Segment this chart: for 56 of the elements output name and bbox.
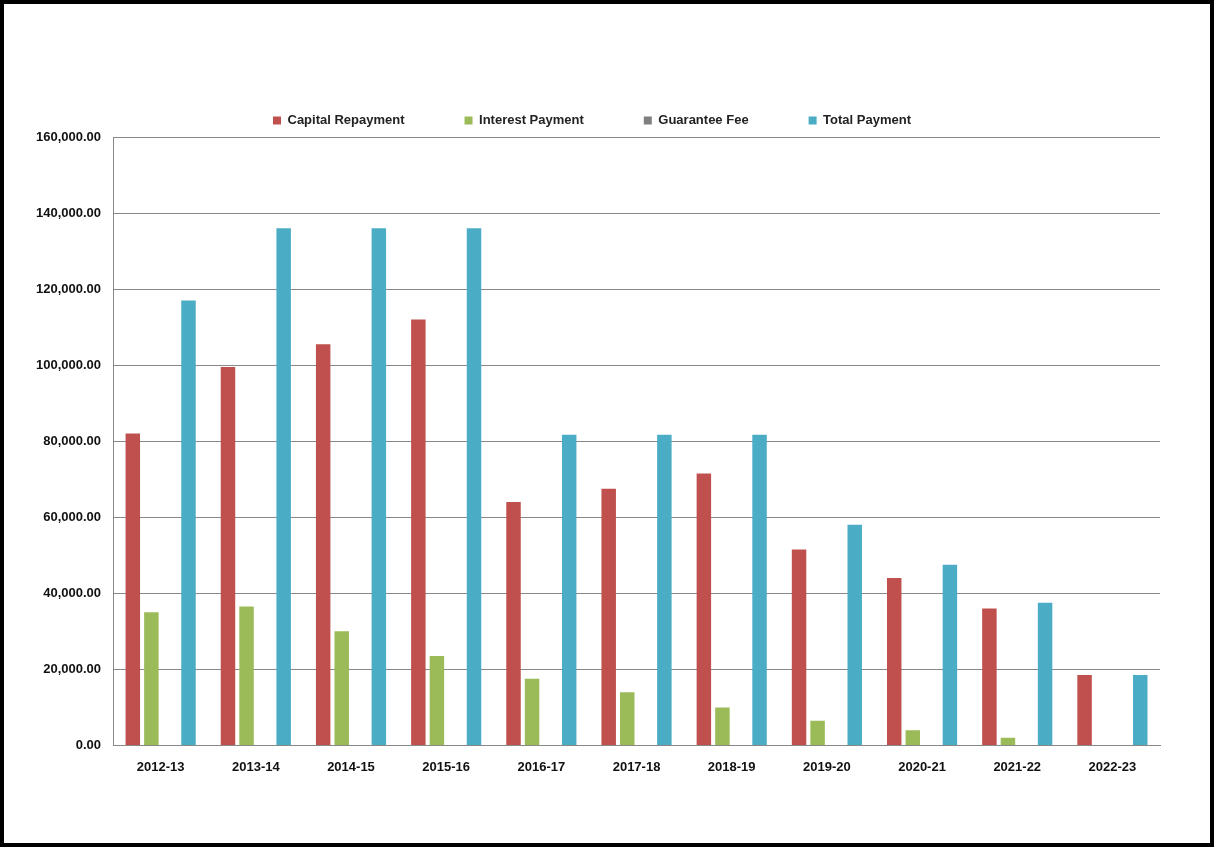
x-tick-label: 2018-19 [707,758,756,774]
bar [752,434,767,745]
bar [715,707,730,745]
x-tick-label: 2017-18 [612,758,661,774]
bar [1133,675,1148,745]
bar [220,367,236,745]
x-tick-label: 2012-13 [136,758,185,774]
y-tick-label: 80,000.00 [43,432,102,448]
bar [429,656,445,745]
legend-label: Guarantee Fee [658,112,749,128]
bar [601,488,616,745]
y-tick-label: 40,000.00 [43,584,102,600]
legend-label: Total Payment [823,112,912,128]
bar [524,678,540,745]
bar [1077,675,1092,745]
legend-label: Interest Payment [479,112,585,128]
bar [657,434,672,745]
bar [1037,602,1053,745]
bar [411,319,426,745]
y-tick-label: 140,000.00 [35,204,102,220]
bar [466,228,482,745]
bar [810,720,825,745]
bar [125,433,141,745]
x-tick-label: 2014-15 [327,758,375,774]
bar [181,300,196,745]
bar [1000,737,1016,745]
bar [315,344,331,745]
bar [905,730,921,745]
bar [334,631,349,745]
legend-label: Capital Repayment [287,112,406,128]
x-tick-label: 2019-20 [803,758,851,774]
x-tick-label: 2021-22 [993,758,1042,774]
bar [847,524,862,745]
x-tick-label: 2022-23 [1088,758,1137,774]
bar [239,606,254,745]
bar [982,608,997,745]
bar [942,564,958,745]
y-tick-label: 120,000.00 [35,280,102,296]
x-tick-label: 2013-14 [231,758,281,774]
bar [791,549,807,745]
bar [276,228,291,745]
y-tick-label: 60,000.00 [43,508,102,524]
bar [620,692,635,745]
bar [886,578,902,745]
y-tick-label: 160,000.00 [35,128,102,144]
bar [371,228,387,745]
bar [144,612,159,745]
x-tick-label: 2016-17 [517,758,566,774]
bar [696,473,712,745]
y-tick-label: 100,000.00 [35,356,102,372]
x-tick-label: 2020-21 [898,758,946,774]
bar [506,502,521,745]
x-tick-label: 2015-16 [422,758,471,774]
bar [561,434,577,745]
y-tick-label: 0.00 [75,736,102,752]
y-tick-label: 20,000.00 [43,660,102,676]
